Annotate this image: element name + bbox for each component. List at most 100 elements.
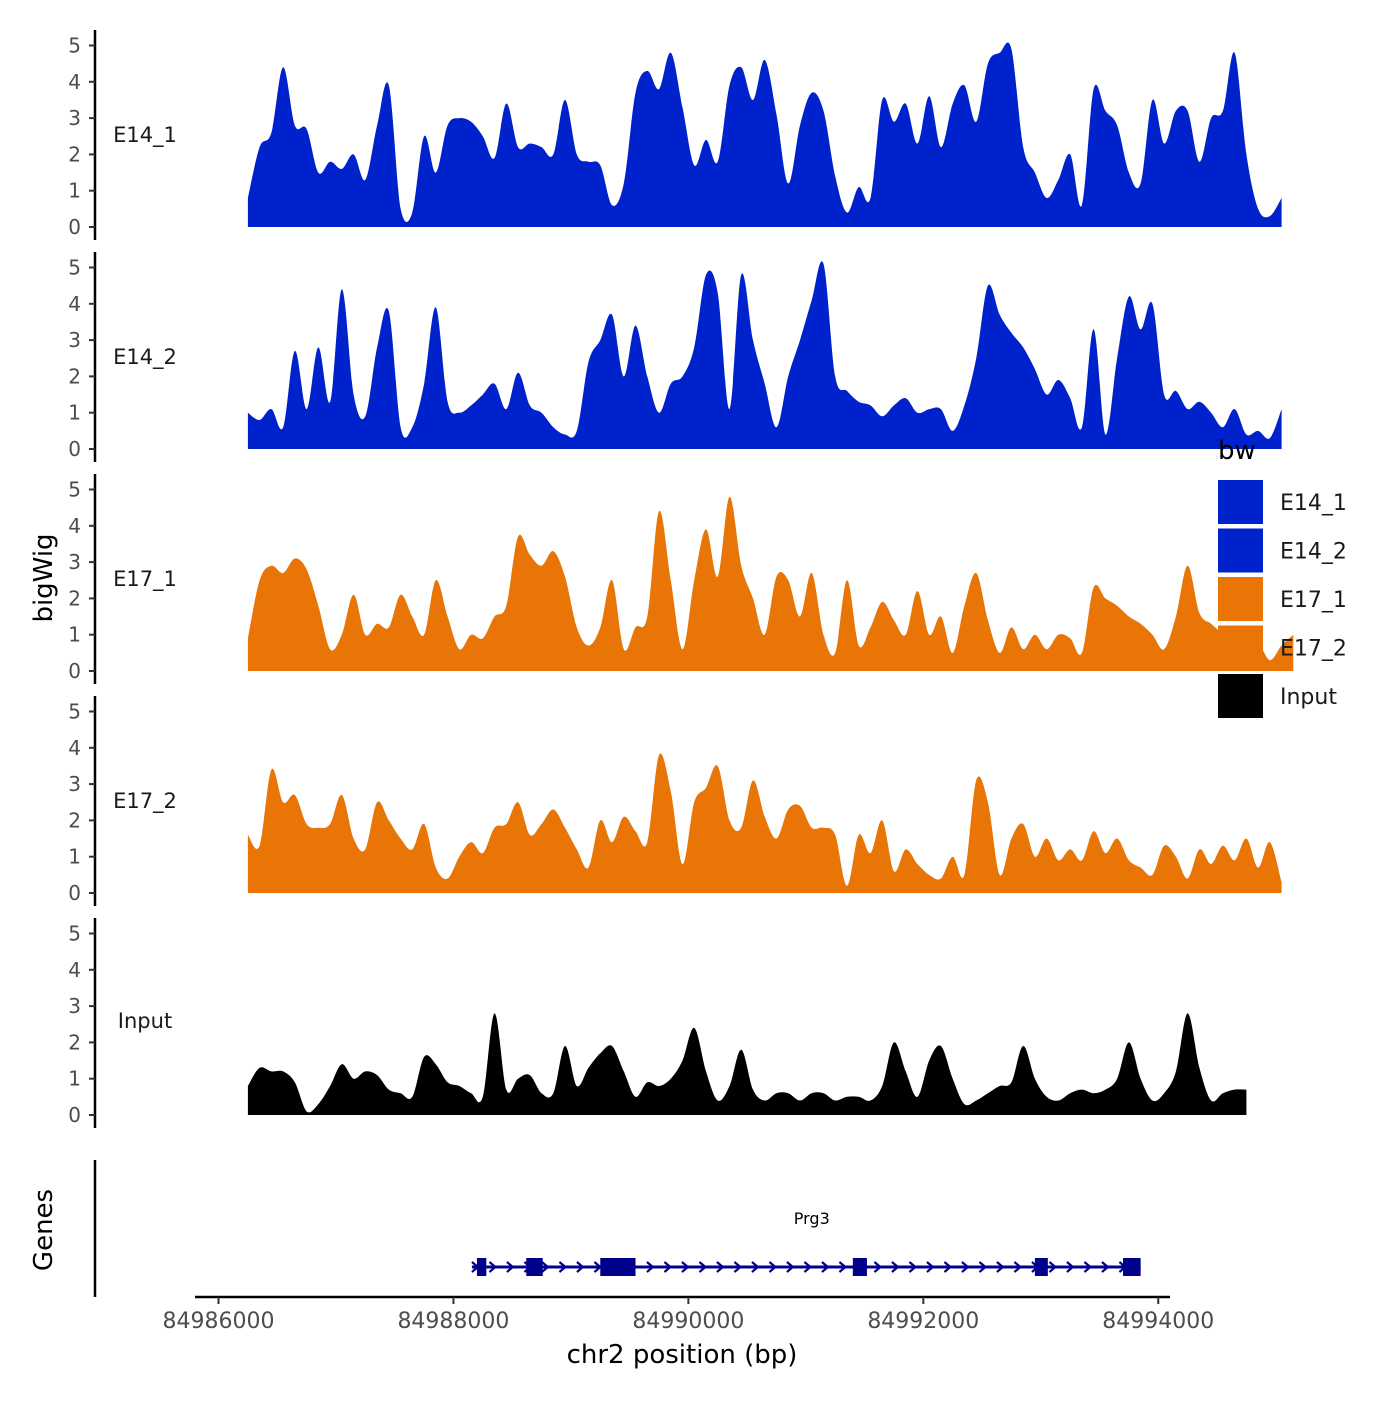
y-tick-label: 4 — [68, 70, 81, 94]
signal-area-e14-2 — [247, 261, 1282, 449]
y-tick-label: 2 — [68, 586, 81, 610]
legend: bw E14_1 E14_2 E17_1 E17_2 Input — [1218, 436, 1347, 718]
track-input: 0 1 2 3 4 5 Input — [68, 918, 1247, 1128]
x-tick-label: 84986000 — [163, 1309, 275, 1334]
y-tick-label: 3 — [68, 772, 81, 796]
signal-tracks: 0 1 2 3 4 5 E14_1 0 1 2 3 4 5 E14_2 0 1 2 3 4 5 E17_1 0 1 2 3 4 5 E… — [68, 30, 1294, 1128]
track-label: E17_2 — [113, 789, 177, 814]
y-tick-label: 4 — [68, 958, 81, 982]
gene-exon — [526, 1258, 543, 1276]
strand-arrow — [1083, 1261, 1093, 1273]
legend-label: E17_2 — [1280, 637, 1347, 662]
legend-swatch — [1218, 480, 1263, 524]
legend-label: Input — [1280, 685, 1337, 710]
strand-arrow — [1066, 1261, 1075, 1273]
y-tick-label: 3 — [68, 994, 81, 1018]
strand-arrow — [821, 1261, 830, 1273]
strand-arrow — [576, 1261, 585, 1273]
y-tick-label: 4 — [68, 514, 81, 538]
strand-arrow — [558, 1261, 568, 1273]
strand-arrow — [803, 1261, 813, 1273]
strand-arrow — [943, 1261, 953, 1273]
legend-swatch — [1218, 625, 1263, 670]
y-tick-label: 3 — [68, 328, 81, 352]
track-label: Input — [118, 1009, 172, 1033]
strand-arrow — [961, 1261, 970, 1273]
strand-arrow — [663, 1261, 673, 1273]
signal-area-input — [247, 1013, 1247, 1115]
y-tick-label: 5 — [68, 700, 81, 724]
strand-arrow — [681, 1261, 690, 1273]
x-axis: 84986000 84988000 84990000 84992000 84994000 — [163, 1295, 1214, 1334]
strand-arrow — [768, 1261, 778, 1273]
gene-exon — [600, 1258, 636, 1276]
gene-exon — [1034, 1258, 1048, 1276]
strand-arrow — [996, 1261, 1005, 1273]
y-tick-label: 4 — [68, 292, 81, 316]
signal-area-e17-1 — [247, 496, 1294, 671]
strand-arrow — [716, 1261, 725, 1273]
legend-swatch — [1218, 577, 1263, 621]
signal-area-e17-2 — [247, 753, 1282, 893]
x-tick-label: 84994000 — [1102, 1309, 1214, 1334]
legend-swatch — [1218, 528, 1263, 573]
strand-arrow — [838, 1261, 848, 1273]
strand-arrow — [1048, 1261, 1058, 1273]
y-tick-label: 0 — [68, 437, 81, 461]
track-label: E14_2 — [113, 345, 177, 370]
y-tick-label: 0 — [68, 881, 81, 905]
gene-exon — [852, 1258, 867, 1276]
y-tick-label: 5 — [68, 478, 81, 502]
y-tick-label: 3 — [68, 106, 81, 130]
strand-arrow — [698, 1261, 708, 1273]
legend-label: E14_1 — [1280, 491, 1347, 516]
strand-arrow — [908, 1261, 918, 1273]
strand-arrow — [926, 1261, 935, 1273]
y-tick-label: 2 — [68, 1030, 81, 1054]
track-label: E14_1 — [113, 123, 177, 148]
x-tick-label: 84990000 — [632, 1309, 744, 1334]
y-tick-label: 2 — [68, 364, 81, 388]
y-tick-label: 1 — [68, 401, 81, 425]
strand-arrow — [733, 1261, 743, 1273]
y-tick-label: 5 — [68, 34, 81, 58]
y-tick-label: 5 — [68, 922, 81, 946]
strand-arrow — [891, 1261, 900, 1273]
x-tick-label: 84988000 — [397, 1309, 509, 1334]
y-tick-label: 1 — [68, 1067, 81, 1091]
strand-arrow — [488, 1261, 498, 1273]
y-tick-label: 1 — [68, 623, 81, 647]
track-label: E17_1 — [113, 567, 177, 592]
y-tick-label: 5 — [68, 256, 81, 280]
y-tick-label: 2 — [68, 808, 81, 832]
y-tick-label: 0 — [68, 215, 81, 239]
legend-label: E17_1 — [1280, 588, 1347, 613]
track-e17-1: 0 1 2 3 4 5 E17_1 — [68, 474, 1294, 684]
legend-label: E14_2 — [1280, 540, 1347, 565]
gene-name-label: Prg3 — [794, 1209, 830, 1228]
strand-arrow — [873, 1261, 883, 1273]
gene-exon — [1123, 1258, 1141, 1276]
y-tick-label: 0 — [68, 1103, 81, 1127]
track-e14-1: 0 1 2 3 4 5 E14_1 — [68, 30, 1282, 240]
genes-track: Genes Prg3 — [29, 1160, 1141, 1297]
strand-arrow — [786, 1261, 795, 1273]
strand-arrow — [506, 1261, 515, 1273]
signal-area-e14-1 — [247, 42, 1282, 227]
track-e17-2: 0 1 2 3 4 5 E17_2 — [68, 696, 1282, 906]
x-axis-title: chr2 position (bp) — [567, 1340, 798, 1370]
x-tick-label: 84992000 — [867, 1309, 979, 1334]
gene-exon — [476, 1258, 487, 1276]
y-tick-label: 3 — [68, 550, 81, 574]
legend-swatch — [1218, 674, 1263, 718]
y-axis-title: bigWig — [29, 533, 59, 622]
y-tick-label: 0 — [68, 659, 81, 683]
track-e14-2: 0 1 2 3 4 5 E14_2 — [68, 252, 1282, 462]
strand-arrow — [1101, 1261, 1110, 1273]
strand-arrow — [541, 1261, 550, 1273]
y-tick-label: 4 — [68, 736, 81, 760]
strand-arrow — [978, 1261, 988, 1273]
legend-title: bw — [1218, 436, 1256, 466]
